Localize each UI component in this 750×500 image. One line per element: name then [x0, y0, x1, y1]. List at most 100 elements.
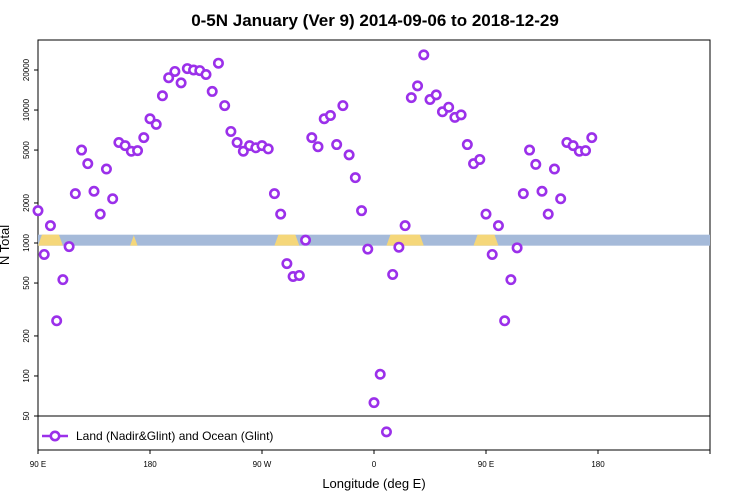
ocean-band [38, 234, 710, 246]
x-tick-label-0: 90 E [30, 460, 46, 469]
data-point-81 [536, 185, 548, 197]
data-point-45 [312, 141, 324, 153]
data-point-7 [76, 144, 88, 156]
data-point-51 [349, 172, 361, 184]
data-point-28 [206, 85, 218, 97]
data-point-75 [499, 315, 511, 327]
data-point-49 [337, 100, 349, 112]
land-segment-2 [274, 234, 300, 246]
data-point-29 [212, 57, 224, 69]
data-point-68 [455, 109, 467, 121]
data-point-59 [399, 220, 411, 232]
data-point-55 [374, 368, 386, 380]
legend: Land (Nadir&Glint) and Ocean (Glint) [42, 429, 273, 443]
x-tick-label-4: 90 E [478, 460, 494, 469]
data-point-3 [51, 315, 63, 327]
y-tick-label-1: 100 [22, 369, 31, 383]
data-point-89 [586, 132, 598, 144]
x-axis-label: Longitude (deg E) [322, 476, 425, 491]
data-point-12 [107, 193, 119, 205]
x-tick-label-1: 180 [143, 460, 157, 469]
data-point-77 [511, 242, 523, 254]
data-point-83 [548, 163, 560, 175]
data-point-57 [387, 268, 399, 280]
data-point-32 [231, 136, 243, 148]
x-tick-label-5: 180 [591, 460, 605, 469]
data-point-20 [156, 90, 168, 102]
data-point-50 [343, 149, 355, 161]
y-tick-label-0: 50 [22, 411, 31, 420]
y-tick-label-8: 20000 [22, 58, 31, 81]
data-point-62 [418, 49, 430, 61]
data-point-69 [461, 139, 473, 151]
data-point-44 [306, 132, 318, 144]
land-segment-0 [38, 234, 63, 246]
y-axis: 50 100 200 500 1000 2000 5000 10000 20000 [22, 58, 38, 420]
data-point-37 [262, 143, 274, 155]
data-point-52 [356, 205, 368, 217]
land-segment-1 [130, 234, 138, 246]
land-ocean-strip [38, 234, 710, 246]
x-tick-label-3: 0 [372, 460, 377, 469]
legend-label: Land (Nadir&Glint) and Ocean (Glint) [76, 429, 273, 443]
data-point-79 [524, 144, 536, 156]
land-segment-4 [473, 234, 499, 246]
land-segment-3 [386, 234, 424, 246]
data-point-5 [63, 241, 75, 253]
data-point-88 [580, 145, 592, 157]
data-point-27 [200, 69, 212, 81]
data-point-74 [492, 220, 504, 232]
x-tick-label-2: 90 W [253, 460, 272, 469]
data-point-72 [480, 208, 492, 220]
y-tick-label-6: 5000 [22, 141, 31, 159]
data-point-6 [69, 188, 81, 200]
data-point-0 [32, 205, 44, 217]
data-point-43 [300, 234, 312, 246]
data-point-47 [324, 109, 336, 121]
data-point-2 [44, 220, 56, 232]
data-point-53 [362, 243, 374, 255]
y-tick-label-7: 10000 [22, 98, 31, 121]
y-tick-label-2: 200 [22, 329, 31, 343]
y-tick-label-3: 500 [22, 276, 31, 290]
data-point-30 [219, 100, 231, 112]
data-point-73 [486, 248, 498, 260]
chart-title: 0-5N January (Ver 9) 2014-09-06 to 2018-… [191, 11, 559, 30]
data-point-58 [393, 241, 405, 253]
y-tick-label-4: 1000 [22, 234, 31, 252]
data-point-61 [412, 80, 424, 92]
data-point-40 [281, 258, 293, 270]
x-axis: 90 E 180 90 W 0 90 E 180 [30, 450, 711, 469]
legend-marker [49, 430, 61, 442]
data-point-21 [163, 72, 175, 84]
y-tick-label-5: 2000 [22, 194, 31, 212]
data-point-60 [405, 92, 417, 104]
data-point-31 [225, 125, 237, 137]
data-point-76 [505, 274, 517, 286]
data-point-48 [331, 139, 343, 151]
data-point-8 [82, 158, 94, 170]
data-point-64 [430, 89, 442, 101]
data-point-9 [88, 185, 100, 197]
data-point-78 [517, 188, 529, 200]
data-point-80 [530, 158, 542, 170]
data-point-23 [175, 77, 187, 89]
data-point-19 [150, 118, 162, 130]
data-point-54 [368, 397, 380, 409]
y-axis-label: N Total [0, 225, 12, 265]
data-point-22 [169, 65, 181, 77]
data-point-38 [268, 188, 280, 200]
data-points [32, 49, 598, 438]
data-point-1 [38, 248, 50, 260]
data-point-66 [443, 101, 455, 113]
data-point-56 [380, 426, 392, 438]
data-point-4 [57, 274, 69, 286]
data-point-11 [100, 163, 112, 175]
data-point-10 [94, 208, 106, 220]
data-point-16 [132, 145, 144, 157]
data-point-39 [275, 208, 287, 220]
data-point-82 [542, 208, 554, 220]
data-point-42 [293, 269, 305, 281]
data-point-71 [474, 153, 486, 165]
